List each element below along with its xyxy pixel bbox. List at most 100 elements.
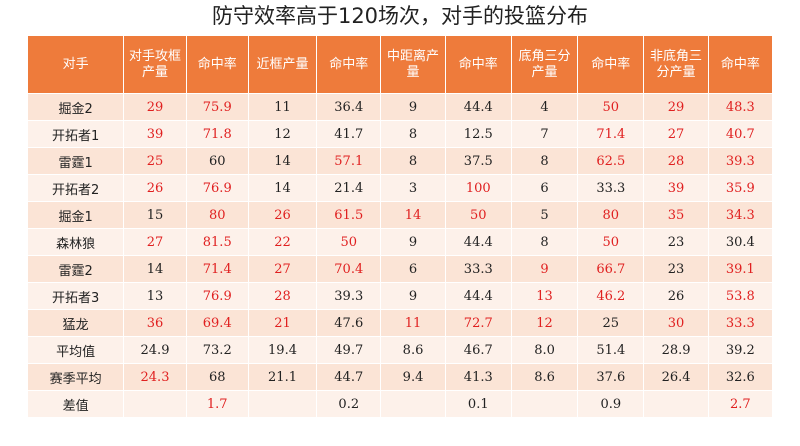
value-cell: 47.6 [316,309,382,337]
value-cell: 80 [185,201,249,229]
value-cell: 57.1 [316,147,382,175]
value-cell: 81.5 [185,228,249,256]
value-cell [123,390,187,418]
value-cell: 39.2 [707,336,774,364]
opponent-name-cell: 森林狼 [26,228,125,256]
table-row: 开拓者2 26 76.9 14 21.4 3 100 6 33.3 39 35.9 [26,174,774,202]
table-row: 赛季平均 24.3 68 21.1 44.7 9.4 41.3 8.6 37.6 26.4 32.6 [26,363,774,391]
value-cell: 72.7 [444,309,512,337]
value-cell: 9.4 [380,363,446,391]
value-cell [247,390,318,418]
value-cell: 8 [510,147,579,175]
value-cell: 76.9 [185,282,249,310]
value-cell: 9 [380,93,446,121]
table-row: 雷霆1 25 60 14 57.1 8 37.5 8 62.5 28 39.3 [26,147,774,175]
column-header: 命中率 [707,35,774,94]
opponent-name-cell: 开拓者2 [26,174,125,202]
table-row: 开拓者3 13 76.9 28 39.3 9 44.4 13 46.2 26 53.8 [26,282,774,310]
value-cell: 8.6 [380,336,446,364]
page-title: 防守效率高于120场次，对手的投篮分布 [211,4,589,28]
value-cell: 39.1 [707,255,774,283]
opponent-name-cell: 开拓者3 [26,282,125,310]
header-row: 对手 对手攻框产量 命中率 近框产量 命中率 中距离产量 命中率 底角三分产量 命中率 非底角三分… [26,35,774,94]
value-cell: 8 [380,147,446,175]
value-cell: 33.3 [444,255,512,283]
value-cell: 14 [380,201,446,229]
value-cell: 44.4 [444,228,512,256]
opponent-name-cell: 掘金2 [26,93,125,121]
value-cell: 44.7 [316,363,382,391]
value-cell: 19.4 [247,336,318,364]
value-cell: 33.3 [577,174,645,202]
value-cell: 26 [123,174,187,202]
value-cell: 28.9 [643,336,709,364]
value-cell: 33.3 [707,309,774,337]
opponent-name-cell: 掘金1 [26,201,125,229]
value-cell: 50 [444,201,512,229]
value-cell: 41.3 [444,363,512,391]
column-header: 命中率 [444,35,512,94]
value-cell: 23 [643,228,709,256]
value-cell: 26.4 [643,363,709,391]
value-cell: 27 [247,255,318,283]
value-cell: 6 [510,174,579,202]
value-cell: 27 [643,120,709,148]
value-cell: 80 [577,201,645,229]
value-cell: 1.7 [185,390,249,418]
value-cell: 15 [123,201,187,229]
value-cell: 11 [247,93,318,121]
table-row: 雷霆2 14 71.4 27 70.4 6 33.3 9 66.7 23 39.1 [26,255,774,283]
value-cell: 24.9 [123,336,187,364]
value-cell: 12 [247,120,318,148]
value-cell: 100 [444,174,512,202]
value-cell: 50 [316,228,382,256]
value-cell: 53.8 [707,282,774,310]
value-cell [510,390,579,418]
value-cell: 29 [123,93,187,121]
value-cell [643,390,709,418]
value-cell: 36 [123,309,187,337]
column-header: 非底角三分产量 [643,35,709,94]
value-cell: 75.9 [185,93,249,121]
value-cell: 61.5 [316,201,382,229]
value-cell: 5 [510,201,579,229]
opponent-name-cell: 猛龙 [26,309,125,337]
value-cell: 37.5 [444,147,512,175]
value-cell: 22 [247,228,318,256]
value-cell: 21 [247,309,318,337]
table-row: 掘金2 29 75.9 11 36.4 9 44.4 4 50 29 48.3 [26,93,774,121]
value-cell: 12 [510,309,579,337]
value-cell: 44.4 [444,282,512,310]
value-cell: 29 [643,93,709,121]
column-header: 对手攻框产量 [123,35,187,94]
value-cell: 4 [510,93,579,121]
value-cell: 71.4 [577,120,645,148]
value-cell: 6 [380,255,446,283]
value-cell: 0.2 [316,390,382,418]
value-cell: 14 [247,147,318,175]
value-cell: 7 [510,120,579,148]
value-cell: 34.3 [707,201,774,229]
value-cell: 37.6 [577,363,645,391]
value-cell: 0.1 [444,390,512,418]
table-row: 森林狼 27 81.5 22 50 9 44.4 8 50 23 30.4 [26,228,774,256]
value-cell: 28 [643,147,709,175]
value-cell: 41.7 [316,120,382,148]
value-cell: 14 [123,255,187,283]
value-cell: 46.7 [444,336,512,364]
value-cell: 8.0 [510,336,579,364]
table-body: 掘金2 29 75.9 11 36.4 9 44.4 4 50 29 48.3 开拓者1 39 71.8 1… [26,93,774,418]
value-cell: 13 [510,282,579,310]
value-cell: 8 [510,228,579,256]
value-cell: 70.4 [316,255,382,283]
value-cell: 35.9 [707,174,774,202]
column-header: 命中率 [185,35,249,94]
value-cell: 8 [380,120,446,148]
value-cell: 14 [247,174,318,202]
value-cell: 21.4 [316,174,382,202]
value-cell: 69.4 [185,309,249,337]
value-cell: 68 [185,363,249,391]
value-cell: 71.4 [185,255,249,283]
value-cell: 2.7 [707,390,774,418]
table-row: 平均值 24.9 73.2 19.4 49.7 8.6 46.7 8.0 51.4 28.9 39.… [26,336,774,364]
